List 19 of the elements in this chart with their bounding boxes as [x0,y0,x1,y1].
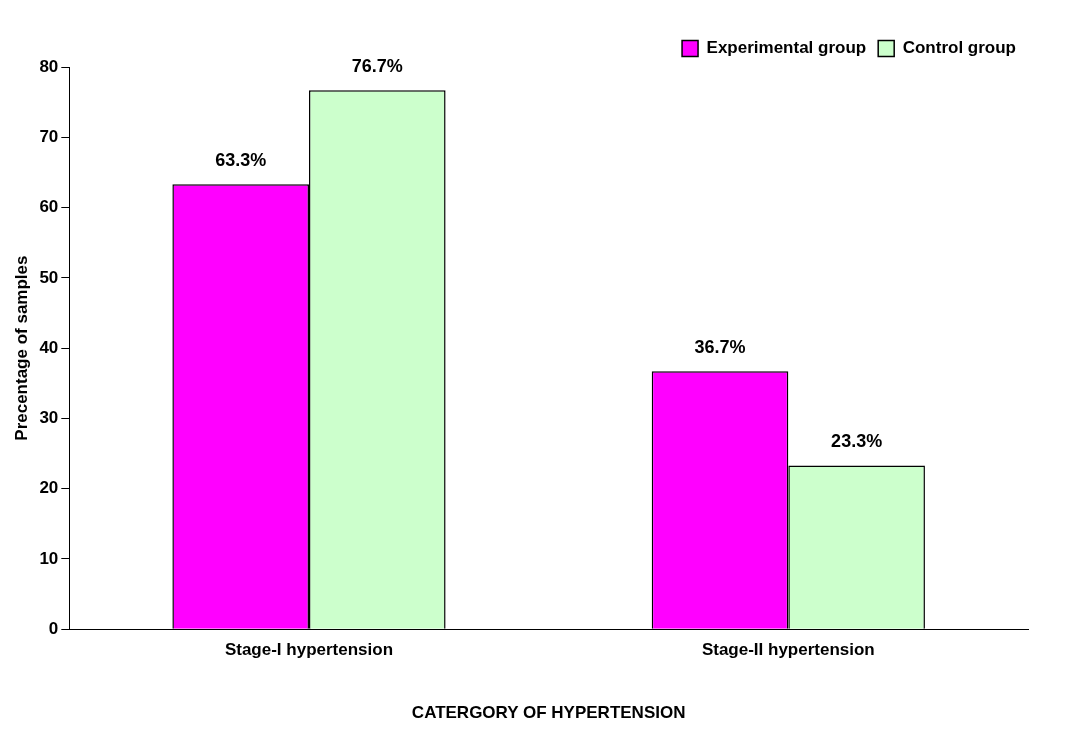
y-tick-label: 0 [48,618,59,638]
y-tick-label: 70 [39,126,59,146]
x-tick-label: Stage-I hypertension [224,640,394,660]
y-tick-label: 20 [39,478,59,498]
x-axis-title: CATERGORY OF HYPERTENSION [411,703,686,723]
y-axis-title: Precentage of samples [11,255,31,441]
data-label: 63.3% [215,150,267,171]
legend-label: Control group [902,38,1017,58]
legend-label: Experimental group [706,38,867,58]
y-tick-label: 50 [39,267,59,287]
y-tick-label: 60 [39,197,59,217]
data-label: 23.3% [831,431,883,452]
data-label: 76.7% [351,56,403,77]
x-tick-label: Stage-II hypertension [701,640,875,660]
data-label: 36.7% [694,337,746,358]
y-tick-label: 80 [39,56,59,76]
y-tick-label: 40 [39,337,59,357]
y-tick-label: 10 [39,548,59,568]
y-tick-label: 30 [39,408,59,428]
